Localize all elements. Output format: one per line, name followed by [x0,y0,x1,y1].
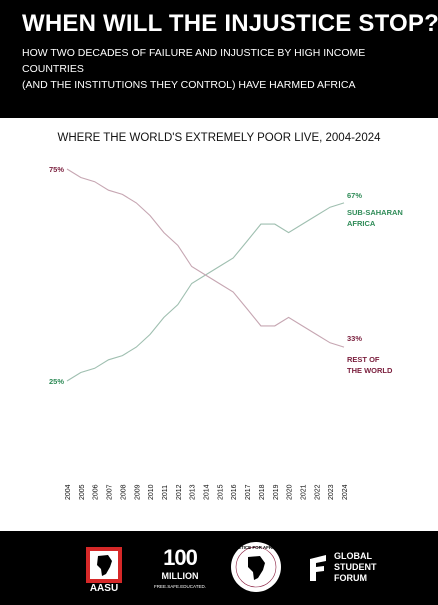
series-label-line2-0: AFRICA [347,219,376,228]
series-line-sub-saharan-africa [66,202,345,382]
aasu-emblem-icon [86,547,122,583]
x-tick-label: 2022 [314,484,321,500]
x-tick-label: 2011 [162,485,169,500]
headline: WHEN WILL THE INJUSTICE STOP? [22,10,438,37]
x-tick-label: 2017 [245,484,252,500]
aasu-logo: AASU [84,547,124,595]
chart-title: WHERE THE WORLD'S EXTREMELY POOR LIVE, 2… [57,132,381,144]
x-tick-label: 2010 [148,484,155,500]
footer: AASU 100 MILLION FREE.SAFE.EDUCATED. JUS… [0,531,438,605]
100-million-number: 100 [163,545,198,570]
justice-for-africa-text: JUSTICE FOR AFRICA [232,545,280,550]
subhead-line-1: HOW TWO DECADES OF FAILURE AND INJUSTICE… [22,47,366,75]
x-tick-label: 2007 [107,484,114,500]
data-label-end-1: 33% [347,334,362,343]
aasu-logo-text: AASU [89,583,119,594]
gsf-line-3: FORUM [334,573,367,583]
x-tick-label: 2021 [300,484,307,500]
x-tick-label: 2016 [231,484,238,500]
gsf-emblem-icon [310,555,326,581]
line-chart: 25% 67% SUB-SAHARAN AFRICA 75% 33% REST OF THE … [49,165,403,500]
x-tick-label: 2019 [273,484,280,500]
x-tick-label: 2009 [134,484,141,500]
gsf-line-1: GLOBAL [334,551,372,561]
gsf-line-2: STUDENT [334,562,377,572]
x-tick-label: 2020 [287,484,294,500]
global-student-forum-logo: GLOBAL STUDENT FORUM [306,549,386,589]
series-label-line1-0: SUB-SAHARAN [347,208,403,217]
subhead-line-2: (AND THE INSTITUTIONS THEY CONTROL) HAVE… [22,79,356,91]
chart-area: WHERE THE WORLD'S EXTREMELY POOR LIVE, 2… [0,118,438,531]
x-tick-label: 2008 [120,484,127,500]
x-tick-label: 2005 [79,484,86,500]
data-label-start-1: 75% [49,165,64,174]
series-label-line2-1: THE WORLD [347,366,393,375]
data-label-end-0: 67% [347,191,362,200]
100-million-word: MILLION [161,571,199,581]
x-tick-label: 2024 [342,484,349,500]
subhead: HOW TWO DECADES OF FAILURE AND INJUSTICE… [22,45,422,93]
x-tick-label: 2006 [93,484,100,500]
100-million-logo: 100 MILLION FREE.SAFE.EDUCATED. [152,545,208,597]
x-tick-label: 2004 [65,484,72,500]
justice-for-africa-logo: JUSTICE FOR AFRICA [230,541,282,593]
x-tick-label: 2023 [328,484,335,500]
data-label-start-0: 25% [49,377,64,386]
justice-for-africa-emblem-icon [231,542,281,592]
100-million-tagline: FREE.SAFE.EDUCATED. [154,584,206,589]
x-tick-label: 2018 [259,484,266,500]
x-tick-label: 2015 [217,484,224,500]
x-tick-label: 2014 [204,484,211,500]
header: WHEN WILL THE INJUSTICE STOP? HOW TWO DE… [0,0,438,118]
x-tick-label: 2012 [176,484,183,500]
series-label-line1-1: REST OF [347,355,380,364]
series-line-rest-of-world [66,168,345,348]
x-tick-label: 2013 [190,484,197,500]
